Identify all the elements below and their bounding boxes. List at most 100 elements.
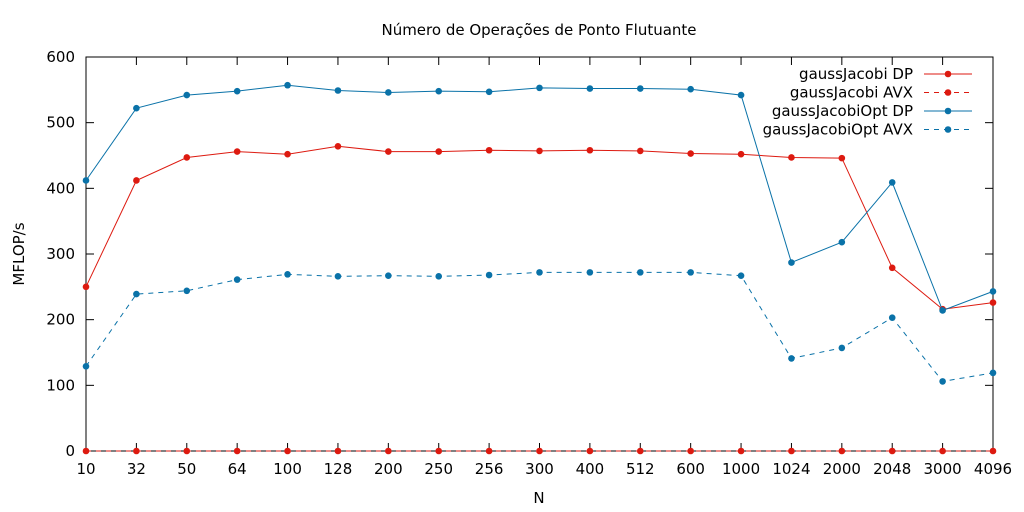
data-point bbox=[636, 147, 644, 155]
data-point bbox=[737, 272, 745, 279]
data-point bbox=[233, 148, 241, 155]
data-point bbox=[233, 447, 241, 455]
x-tick-label: 10 bbox=[76, 460, 95, 478]
data-point bbox=[838, 344, 846, 352]
data-point bbox=[133, 177, 140, 184]
data-point bbox=[586, 146, 594, 154]
data-point bbox=[385, 89, 392, 96]
data-point bbox=[536, 147, 543, 155]
x-tick-label: 1000 bbox=[722, 460, 760, 478]
y-tick-label: 0 bbox=[65, 442, 75, 460]
series-line bbox=[85, 145, 994, 310]
data-point bbox=[586, 85, 594, 92]
data-point bbox=[586, 269, 594, 276]
data-point bbox=[133, 447, 140, 455]
x-tick-label: 250 bbox=[424, 460, 453, 478]
series-layer bbox=[82, 81, 997, 455]
x-tick-label: 2000 bbox=[823, 460, 861, 478]
y-tick-label: 500 bbox=[46, 114, 75, 132]
data-point bbox=[788, 355, 795, 362]
chart-title: Número de Operações de Ponto Flutuante bbox=[381, 21, 696, 39]
legend-label: gaussJacobiOpt DP bbox=[772, 102, 913, 120]
y-tick-label: 200 bbox=[46, 311, 75, 329]
legend-item: gaussJacobi AVX bbox=[790, 84, 972, 102]
data-point bbox=[334, 87, 342, 94]
data-point bbox=[788, 447, 795, 455]
y-axis: 0 100 200 300 400 500 600 bbox=[46, 48, 993, 460]
data-point bbox=[687, 447, 694, 455]
data-point bbox=[82, 177, 90, 184]
data-point bbox=[737, 447, 745, 455]
x-tick-label: 200 bbox=[374, 460, 403, 478]
data-point bbox=[435, 87, 443, 95]
legend-swatch-point bbox=[944, 89, 952, 96]
y-tick-label: 300 bbox=[46, 245, 75, 263]
data-point bbox=[435, 273, 443, 280]
data-point bbox=[737, 150, 745, 158]
data-point bbox=[284, 150, 291, 158]
series-0 bbox=[82, 143, 997, 313]
data-point bbox=[183, 91, 191, 99]
x-tick-label: 4096 bbox=[974, 460, 1012, 478]
data-point bbox=[284, 81, 291, 89]
data-point bbox=[888, 264, 896, 272]
x-tick-label: 400 bbox=[576, 460, 605, 478]
y-tick-label: 600 bbox=[46, 48, 75, 66]
x-tick-label: 1024 bbox=[772, 460, 810, 478]
x-tick-label: 2048 bbox=[873, 460, 911, 478]
x-tick-label: 128 bbox=[324, 460, 353, 478]
data-point bbox=[536, 84, 543, 92]
legend-label: gaussJacobi DP bbox=[799, 65, 913, 83]
data-point bbox=[788, 154, 795, 161]
x-tick-label: 600 bbox=[676, 460, 705, 478]
data-point bbox=[334, 447, 342, 455]
x-tick-label: 512 bbox=[626, 460, 655, 478]
x-tick-label: 300 bbox=[525, 460, 554, 478]
data-point bbox=[435, 148, 443, 155]
data-point bbox=[82, 447, 90, 455]
legend-swatch-point bbox=[944, 70, 952, 78]
data-point bbox=[989, 447, 997, 455]
legend-swatch-point bbox=[944, 107, 952, 115]
data-point bbox=[989, 299, 997, 306]
y-tick-label: 100 bbox=[46, 376, 75, 394]
data-point bbox=[939, 447, 946, 455]
data-point bbox=[838, 447, 846, 455]
data-point bbox=[636, 447, 644, 455]
legend-item: gaussJacobi DP bbox=[799, 65, 972, 83]
data-point bbox=[536, 269, 543, 276]
data-point bbox=[485, 271, 493, 279]
data-point bbox=[334, 143, 342, 150]
legend-item: gaussJacobiOpt DP bbox=[772, 102, 972, 120]
data-point bbox=[385, 447, 392, 455]
data-point bbox=[133, 290, 140, 298]
legend-swatch-point bbox=[944, 126, 952, 133]
data-point bbox=[82, 283, 90, 291]
legend-label: gaussJacobiOpt AVX bbox=[763, 121, 913, 139]
series-line bbox=[85, 271, 994, 382]
x-tick-label: 64 bbox=[228, 460, 247, 478]
y-axis-label: MFLOP/s bbox=[10, 222, 28, 285]
data-point bbox=[989, 369, 997, 377]
data-point bbox=[888, 179, 896, 186]
data-point bbox=[687, 269, 694, 276]
data-point bbox=[233, 87, 241, 95]
data-point bbox=[636, 85, 644, 92]
data-point bbox=[989, 288, 997, 295]
y-tick-label: 400 bbox=[46, 179, 75, 197]
data-point bbox=[82, 362, 90, 370]
data-point bbox=[939, 378, 946, 385]
x-tick-label: 50 bbox=[177, 460, 196, 478]
x-tick-label: 100 bbox=[273, 460, 302, 478]
data-point bbox=[687, 150, 694, 157]
data-point bbox=[838, 238, 846, 246]
data-point bbox=[385, 272, 392, 279]
series-2 bbox=[82, 81, 997, 314]
data-point bbox=[485, 146, 493, 154]
data-point bbox=[284, 447, 291, 455]
x-axis-label: N bbox=[533, 489, 544, 507]
data-point bbox=[485, 88, 493, 96]
legend-item: gaussJacobiOpt AVX bbox=[763, 121, 972, 139]
